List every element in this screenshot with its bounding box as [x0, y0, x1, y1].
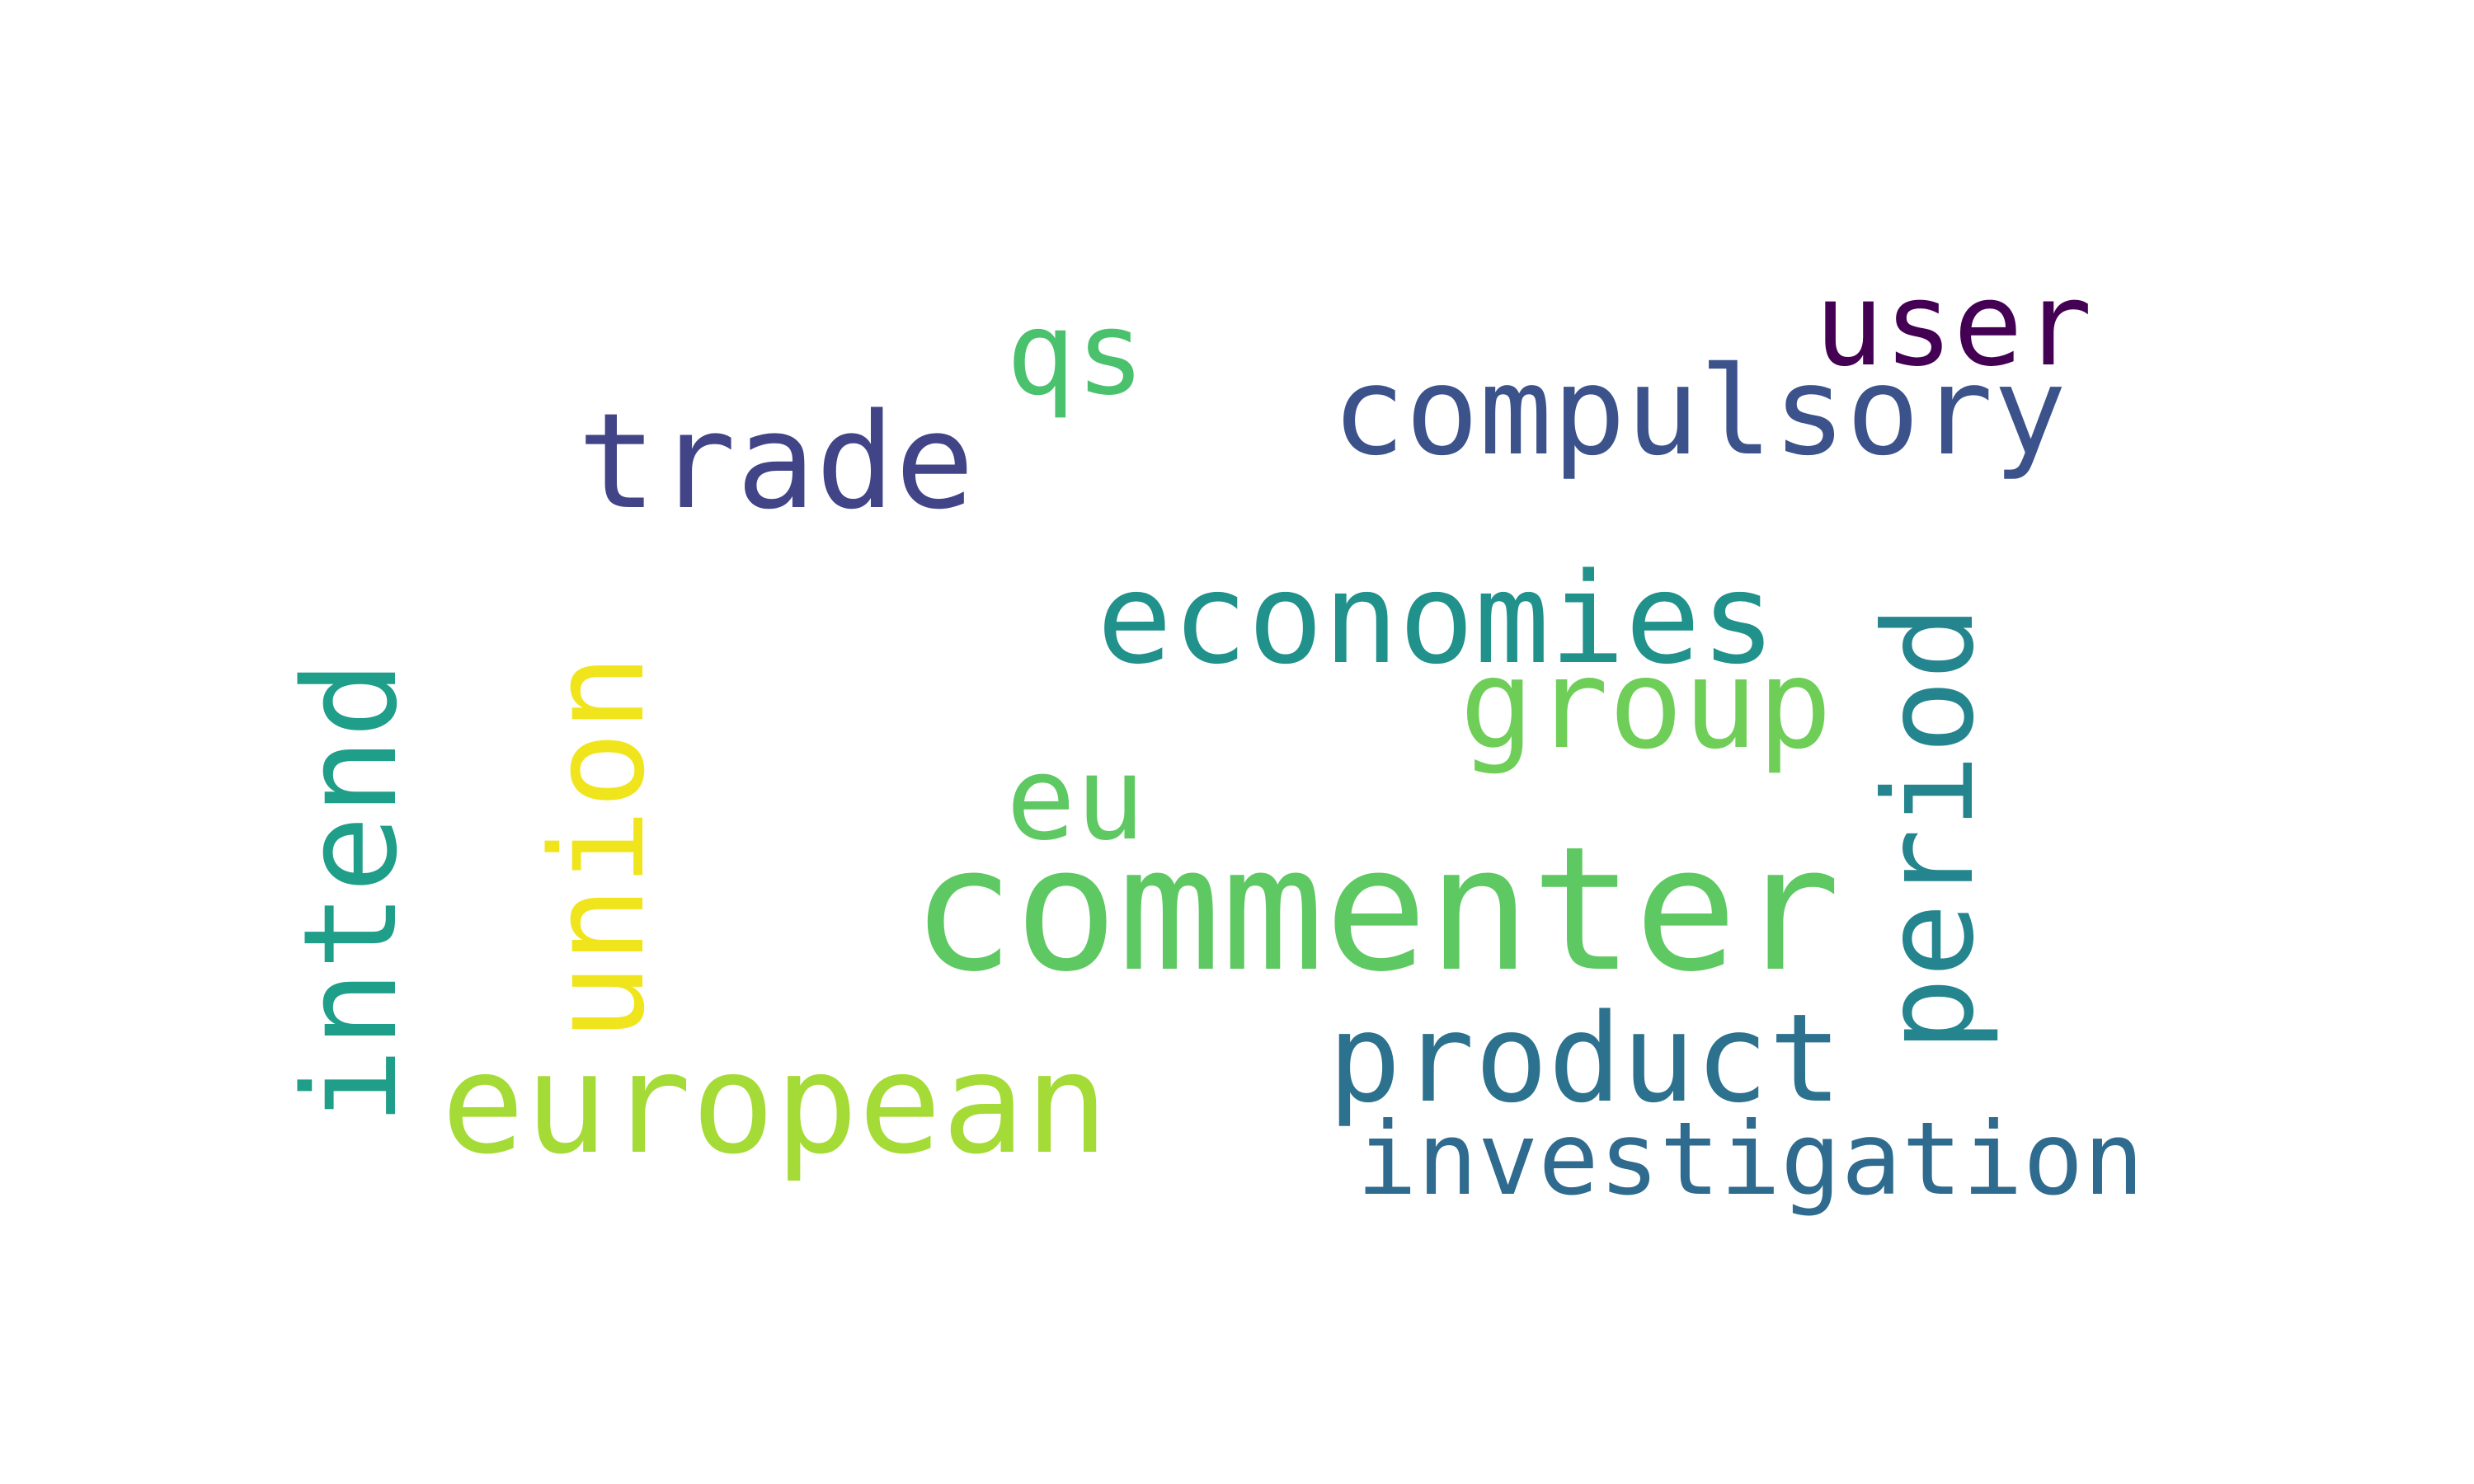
word-european: european — [441, 1023, 1109, 1185]
word-product: product — [1328, 988, 1842, 1129]
word-user: user — [1814, 258, 2093, 392]
word-commenter: commenter — [911, 810, 1841, 1010]
word-eu: eu — [1006, 732, 1145, 866]
word-trade: trade — [577, 384, 975, 538]
word-qs: qs — [1006, 287, 1145, 421]
word-period: period — [1858, 605, 2001, 1052]
word-investigation: investigation — [1357, 1101, 2144, 1218]
word-intend: intend — [275, 660, 426, 1125]
word-union: union — [523, 654, 673, 1041]
word-economies: economies — [1097, 546, 1776, 692]
word-group: group — [1460, 633, 1832, 777]
word-compulsory: compulsory — [1332, 340, 2067, 482]
